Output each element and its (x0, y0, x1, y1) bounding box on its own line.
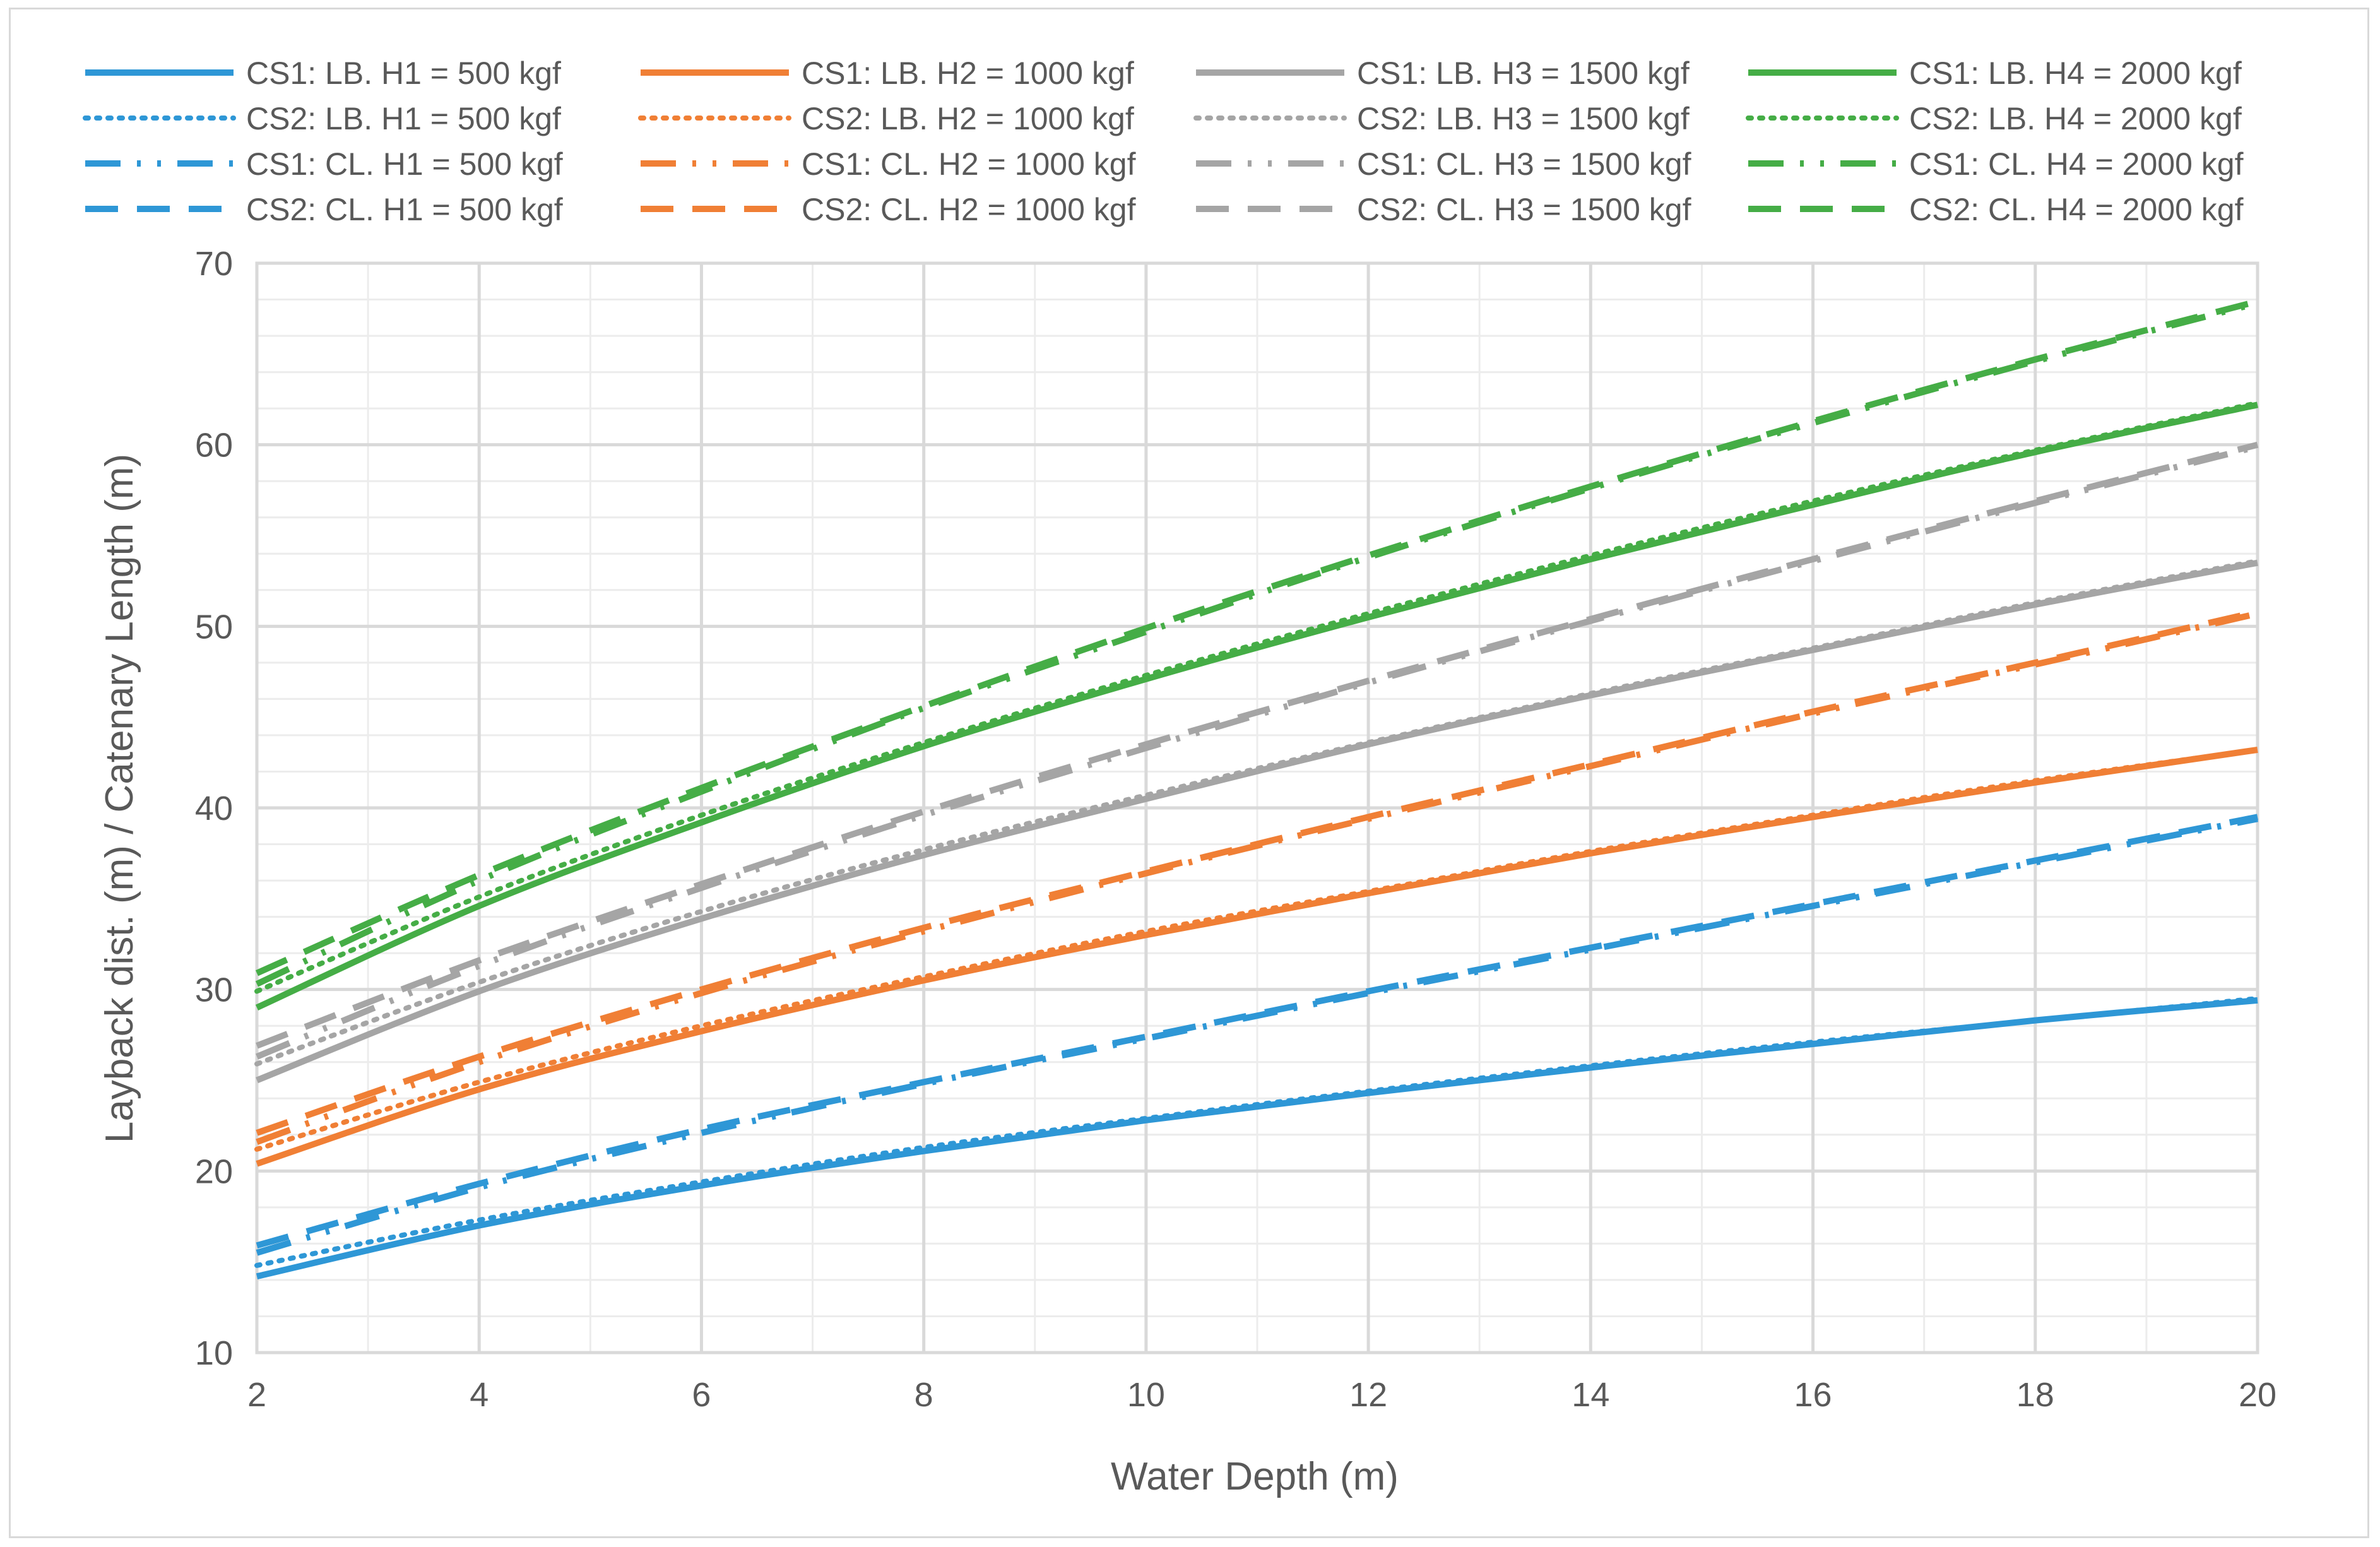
legend-label: CS2: CL. H2 = 1000 kgf (802, 192, 1136, 227)
legend-item: CS2: CL. H3 = 1500 kgf (1196, 192, 1691, 227)
series-line-10 (254, 558, 2260, 1067)
x-tick-label: 2 (247, 1376, 266, 1414)
y-axis-tick-labels: 10 20 30 40 50 60 70 (195, 245, 233, 1372)
y-tick-label: 70 (195, 245, 233, 283)
legend-item: CS2: LB. H1 = 500 kgf (83, 101, 561, 136)
y-tick-label: 50 (195, 608, 233, 646)
legend-label: CS1: LB. H2 = 1000 kgf (802, 56, 1134, 91)
legend-label: CS2: CL. H1 = 500 kgf (246, 192, 563, 227)
legend-item: CS1: LB. H4 = 2000 kgf (1748, 56, 2242, 91)
legend-label: CS2: LB. H4 = 2000 kgf (1909, 101, 2242, 136)
legend-label: CS1: LB. H3 = 1500 kgf (1357, 56, 1690, 91)
legend-label: CS1: LB. H4 = 2000 kgf (1909, 56, 2242, 91)
x-axis-title: Water Depth (m) (1111, 1455, 1399, 1498)
x-tick-label: 4 (470, 1376, 488, 1414)
series-line-6 (254, 747, 2260, 1152)
legend-item: CS2: LB. H4 = 2000 kgf (1746, 101, 2242, 136)
x-tick-label: 20 (2239, 1376, 2276, 1414)
plot-area-frame (255, 261, 2259, 1354)
series-line-4 (256, 814, 2258, 1249)
series-line-14 (254, 400, 2260, 994)
x-tick-label: 8 (915, 1376, 933, 1414)
x-tick-label: 10 (1127, 1376, 1165, 1414)
y-tick-label: 60 (195, 427, 233, 465)
legend-label: CS2: LB. H3 = 1500 kgf (1357, 101, 1690, 136)
plot-border (255, 261, 2259, 1354)
series-line-8 (256, 608, 2259, 1136)
y-tick-label: 40 (195, 790, 233, 827)
legend-item: CS1: CL. H3 = 1500 kgf (1196, 146, 1691, 182)
legend-label: CS1: CL. H3 = 1500 kgf (1357, 146, 1691, 182)
legend-item: CS2: CL. H1 = 500 kgf (85, 192, 563, 227)
series-line-5 (256, 746, 2258, 1167)
legend-item: CS2: CL. H2 = 1000 kgf (641, 192, 1136, 227)
x-tick-label: 6 (692, 1376, 711, 1414)
series-line-16 (255, 298, 2259, 976)
legend: CS1: LB. H1 = 500 kgf CS2: LB. H1 = 500 k… (83, 56, 2244, 227)
legend-item: CS1: CL. H4 = 2000 kgf (1748, 146, 2244, 182)
legend-label: CS1: CL. H4 = 2000 kgf (1909, 146, 2244, 182)
x-tick-label: 14 (1572, 1376, 1609, 1414)
y-tick-label: 30 (195, 971, 233, 1009)
legend-item: CS2: LB. H2 = 1000 kgf (638, 101, 1134, 136)
y-tick-label: 20 (195, 1153, 233, 1190)
legend-label: CS1: CL. H1 = 500 kgf (246, 146, 563, 182)
legend-label: CS2: CL. H4 = 2000 kgf (1909, 192, 2244, 227)
y-axis-title: Layback dist. (m) / Catenary Length (m) (98, 454, 141, 1143)
legend-item: CS1: CL. H2 = 1000 kgf (641, 146, 1136, 182)
legend-label: CS2: LB. H1 = 500 kgf (246, 101, 561, 136)
x-tick-label: 12 (1349, 1376, 1387, 1414)
x-tick-label: 16 (1794, 1376, 1832, 1414)
series-line-2 (254, 996, 2260, 1268)
legend-item: CS2: LB. H3 = 1500 kgf (1193, 101, 1690, 136)
series-line-12 (256, 441, 2259, 1049)
x-axis-tick-labels: 2 4 6 8 10 12 14 16 18 20 (247, 1376, 2276, 1414)
x-tick-label: 18 (2016, 1376, 2054, 1414)
series-lines (254, 298, 2260, 1280)
legend-item: CS1: LB. H2 = 1000 kgf (641, 56, 1134, 91)
legend-item: CS1: LB. H3 = 1500 kgf (1196, 56, 1690, 91)
legend-item: CS2: CL. H4 = 2000 kgf (1748, 192, 2244, 227)
legend-item: CS1: LB. H1 = 500 kgf (85, 56, 561, 91)
legend-label: CS2: LB. H2 = 1000 kgf (802, 101, 1134, 136)
legend-label: CS1: LB. H1 = 500 kgf (246, 56, 561, 91)
legend-label: CS2: CL. H3 = 1500 kgf (1357, 192, 1691, 227)
series-line-13 (255, 401, 2259, 1011)
legend-label: CS1: CL. H2 = 1000 kgf (802, 146, 1136, 182)
legend-item: CS1: CL. H1 = 500 kgf (85, 146, 563, 182)
y-tick-label: 10 (195, 1334, 233, 1372)
